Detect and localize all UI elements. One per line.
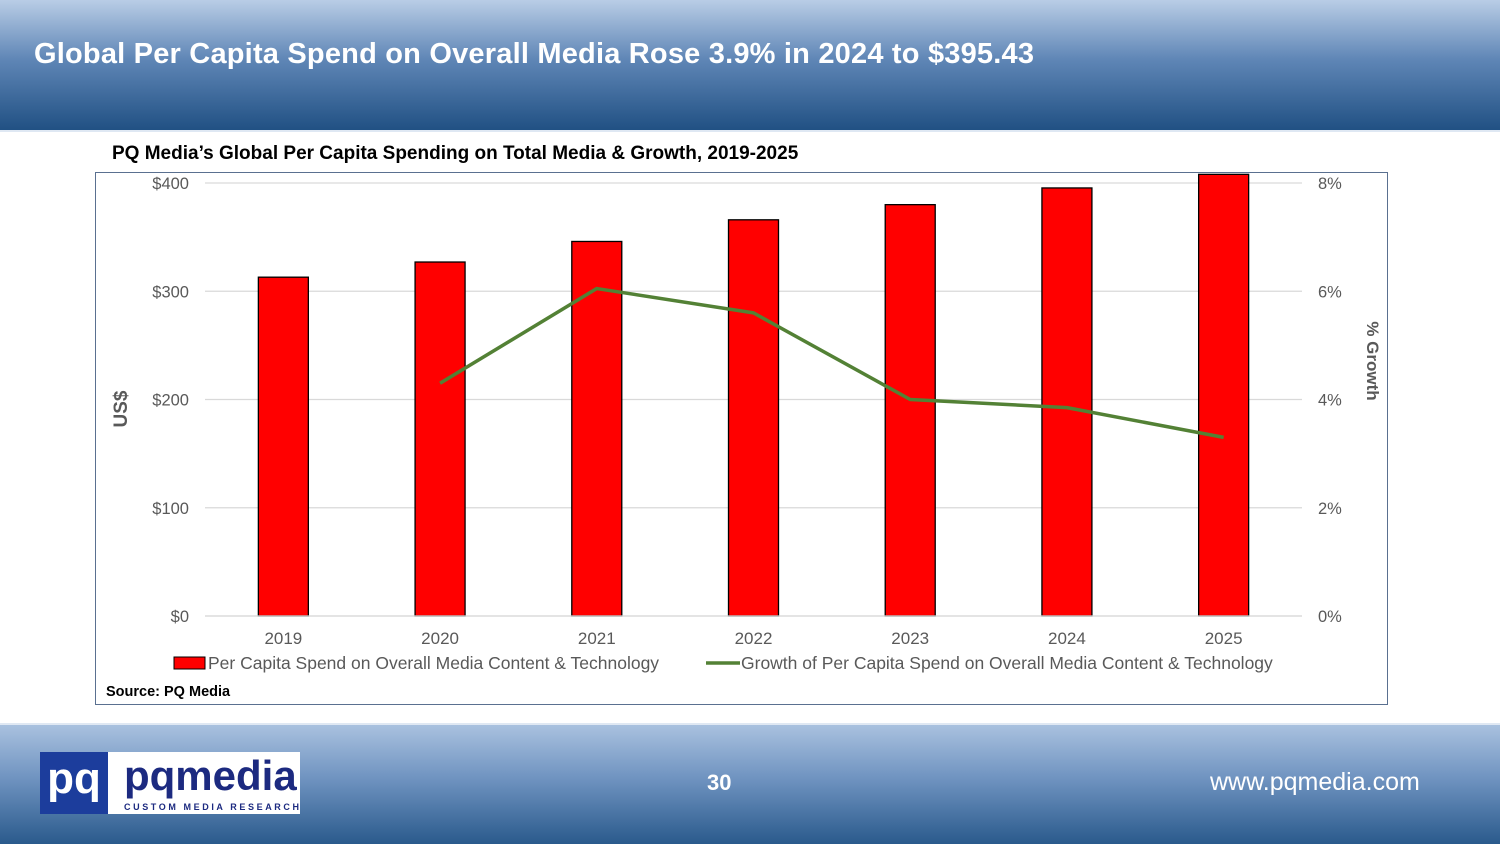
bar-2022: [727, 219, 780, 617]
logo-wordmark: pqmedia: [124, 752, 297, 799]
chart-frame: [95, 172, 1388, 705]
y2-tick-label: 2%: [1318, 500, 1342, 518]
pqmedia-logo: pq pqmedia CUSTOM MEDIA RESEARCH: [40, 752, 300, 814]
header-band: [0, 0, 1500, 132]
y2-tick-label: 6%: [1318, 283, 1342, 301]
bar-2023: [884, 203, 936, 617]
x-tick-label: 2021: [578, 629, 616, 648]
page-number: 30: [707, 770, 732, 795]
bar-2021: [571, 240, 623, 617]
source-note: Source: PQ Media: [106, 684, 231, 700]
y-tick-label: $100: [152, 500, 189, 518]
header-divider: [0, 130, 1500, 132]
y2-tick-label: 0%: [1318, 608, 1342, 626]
chart-title: PQ Media’s Global Per Capita Spending on…: [112, 143, 799, 164]
x-tick-label: 2022: [735, 629, 773, 648]
bars: [257, 173, 1250, 617]
bar-2024: [1041, 187, 1093, 617]
logo-tagline: CUSTOM MEDIA RESEARCH: [124, 802, 302, 812]
x-tick-label: 2019: [264, 629, 302, 648]
y-tick-label: $300: [152, 283, 189, 301]
x-tick-label: 2025: [1205, 629, 1243, 648]
y-tick-label: $400: [152, 175, 189, 193]
bar-2019: [257, 276, 310, 617]
bar-2025: [1197, 173, 1250, 617]
y2-tick-label: 8%: [1318, 175, 1342, 193]
axes: $0 $100 $200 $300 $400 0% 2% 4% 6% 8% US$ % Growth 2…: [111, 175, 1382, 648]
growth-line-layer: [439, 286, 1224, 440]
slide-title: Global Per Capita Spend on Overall Media…: [34, 38, 1035, 70]
logo-mark: pq: [40, 752, 108, 814]
bar-2020: [414, 261, 466, 617]
legend-bar-swatch: [173, 656, 206, 670]
legend-line-label: Growth of Per Capita Spend on Overall Me…: [741, 653, 1273, 673]
legend-bar-label: Per Capita Spend on Overall Media Conten…: [208, 653, 659, 673]
y-tick-label: $200: [152, 392, 189, 410]
y-axis-title: US$: [111, 390, 132, 427]
x-tick-label: 2024: [1048, 629, 1086, 648]
x-tick-label: 2020: [421, 629, 459, 648]
legend: Per Capita Spend on Overall Media Conten…: [173, 653, 1273, 673]
website-link[interactable]: www.pqmedia.com: [1210, 768, 1420, 796]
y-tick-label: $0: [171, 608, 189, 626]
x-tick-label: 2023: [891, 629, 929, 648]
y2-axis-title: % Growth: [1363, 321, 1382, 400]
growth-line: [439, 286, 1224, 440]
y2-tick-label: 4%: [1318, 392, 1342, 410]
